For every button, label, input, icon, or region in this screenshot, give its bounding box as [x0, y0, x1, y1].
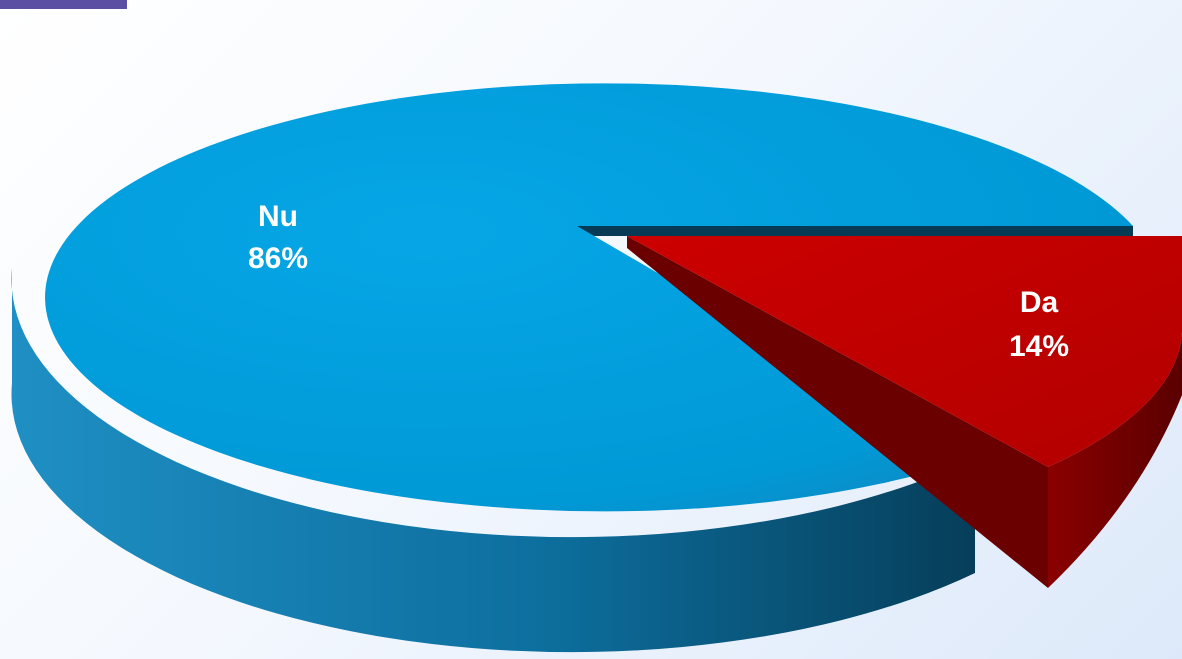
pie-slice-da-side [1048, 332, 1182, 588]
pie-slice-da-cut-wall [627, 236, 1048, 588]
slice-label-nu-value: 86% [248, 242, 308, 275]
slice-label-nu-name: Nu [258, 200, 298, 233]
title-accent-bar [0, 0, 127, 9]
slice-label-da-name: Da [1020, 286, 1059, 319]
pie-slice-nu-cut-edge [577, 226, 1133, 236]
slice-label-da-value: 14% [1009, 330, 1069, 363]
pie-slice-da: Da 14% [627, 236, 1182, 588]
pie-slice-nu-side [11, 268, 975, 653]
pie-slice-da-top [627, 236, 1182, 467]
